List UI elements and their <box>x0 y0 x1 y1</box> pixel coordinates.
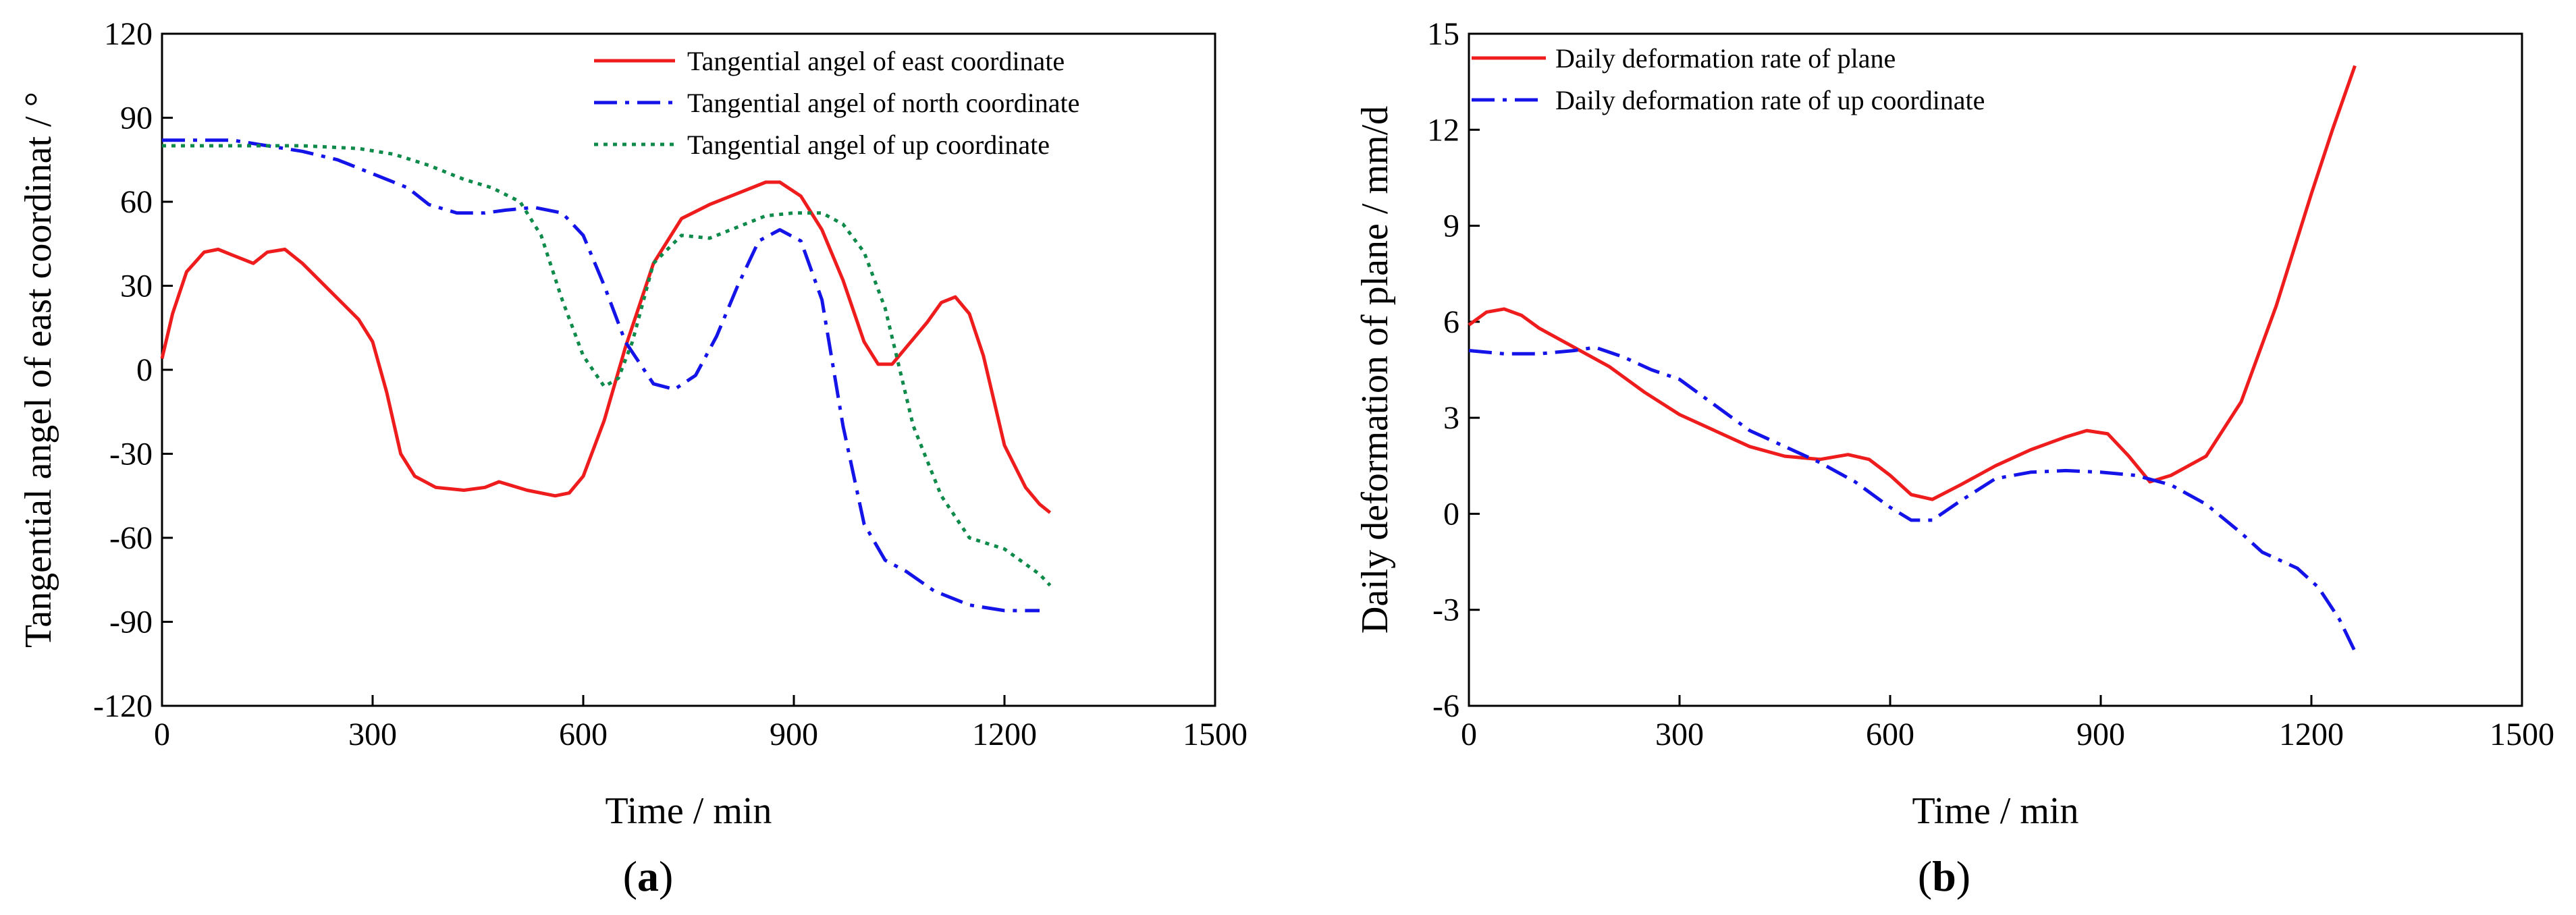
panel-a-y-axis-label: Tangential angel of east coordinat / ° <box>18 92 59 648</box>
legend-item-plane: Daily deformation rate of plane <box>1472 43 1896 74</box>
panel-b-x-tick-label: 1500 <box>2490 717 2554 752</box>
panel-a-series-line-1 <box>162 138 1040 613</box>
panel-b-y-ticks: -6 -3 0 3 6 9 12 15 <box>1427 16 1480 724</box>
panel-b-y-tick-label: -6 <box>1432 688 1459 724</box>
legend-label-up-rate: Daily deformation rate of up coordinate <box>1555 85 1985 115</box>
legend-item-north: Tangential angel of north coordinate <box>594 88 1079 118</box>
legend-label-east: Tangential angel of east coordinate <box>687 46 1065 76</box>
panel-b-y-tick-label: 12 <box>1427 112 1459 148</box>
panel-b-y-tick-label: -3 <box>1432 592 1459 628</box>
panel-b-x-tick-label: 900 <box>2076 717 2125 752</box>
panel-b-x-tick-label: 1200 <box>2279 717 2344 752</box>
panel-a-y-tick-label: -90 <box>109 605 153 640</box>
panel-a-x-axis-label: Time / min <box>606 790 772 832</box>
panel-a-y-tick-label: 60 <box>120 184 153 220</box>
panel-a-label: (a) <box>623 852 674 900</box>
panel-a-y-tick-label: -30 <box>109 437 153 472</box>
panel-b-series-line-0 <box>1468 65 2357 501</box>
panel-a-y-tick-label: 90 <box>120 101 153 136</box>
panel-b-x-tick-label: 0 <box>1461 717 1477 752</box>
panel-b-y-tick-label: 6 <box>1443 304 1459 340</box>
panel-a: 0 300 600 900 1200 1500 -120 -90 -60 -30 0 30 60 90 1… <box>18 16 1247 900</box>
panel-a-x-ticks: 0 300 600 900 1200 1500 <box>154 695 1247 752</box>
legend-label-north: Tangential angel of north coordinate <box>687 88 1079 118</box>
legend-label-up: Tangential angel of up coordinate <box>687 130 1050 160</box>
panel-b-y-tick-label: 3 <box>1443 400 1459 436</box>
panel-a-y-tick-label: 120 <box>104 16 153 52</box>
panel-a-y-ticks: -120 -90 -60 -30 0 30 60 90 120 <box>93 16 173 724</box>
panel-b-plot-frame <box>1468 32 2523 707</box>
panel-b: 0 300 600 900 1200 1500 -6 -3 0 3 6 9 12 15 Time / m… <box>1354 16 2554 900</box>
panel-a-x-tick-label: 600 <box>559 717 608 752</box>
panel-a-series <box>160 138 1052 613</box>
panel-a-series-line-0 <box>160 180 1052 514</box>
panel-a-x-tick-label: 300 <box>348 717 397 752</box>
panel-b-y-tick-label: 15 <box>1427 16 1459 52</box>
panel-a-series-line-2 <box>162 144 1052 587</box>
panel-b-x-ticks: 0 300 600 900 1200 1500 <box>1461 695 2554 752</box>
panel-a-y-tick-label: -60 <box>109 520 153 556</box>
panel-b-x-tick-label: 600 <box>1866 717 1914 752</box>
panel-b-y-axis-label: Daily deformation of plane / mm/d <box>1354 106 1396 634</box>
panel-a-y-tick-label: -120 <box>93 688 153 724</box>
panel-b-x-tick-label: 300 <box>1655 717 1704 752</box>
panel-b-label: (b) <box>1918 852 1970 900</box>
panel-a-x-tick-label: 1500 <box>1183 717 1247 752</box>
panel-a-y-tick-label: 0 <box>136 352 153 388</box>
legend-label-plane: Daily deformation rate of plane <box>1555 43 1896 74</box>
panel-a-x-tick-label: 0 <box>154 717 170 752</box>
panel-b-series <box>1468 65 2357 653</box>
legend-item-up-rate: Daily deformation rate of up coordinate <box>1472 85 1985 115</box>
panel-a-x-tick-label: 900 <box>770 717 818 752</box>
panel-a-y-tick-label: 30 <box>120 269 153 304</box>
legend-item-up: Tangential angel of up coordinate <box>594 130 1050 160</box>
panel-b-series-line-1 <box>1468 345 2357 653</box>
legend-item-east: Tangential angel of east coordinate <box>594 46 1065 76</box>
panel-b-legend: Daily deformation rate of plane Daily de… <box>1472 43 1985 115</box>
panel-b-y-tick-label: 9 <box>1443 209 1459 244</box>
panel-b-x-axis-label: Time / min <box>1912 790 2079 832</box>
panel-a-x-tick-label: 1200 <box>972 717 1037 752</box>
panel-a-legend: Tangential angel of east coordinate Tang… <box>594 46 1079 160</box>
panel-b-y-tick-label: 0 <box>1443 496 1459 532</box>
